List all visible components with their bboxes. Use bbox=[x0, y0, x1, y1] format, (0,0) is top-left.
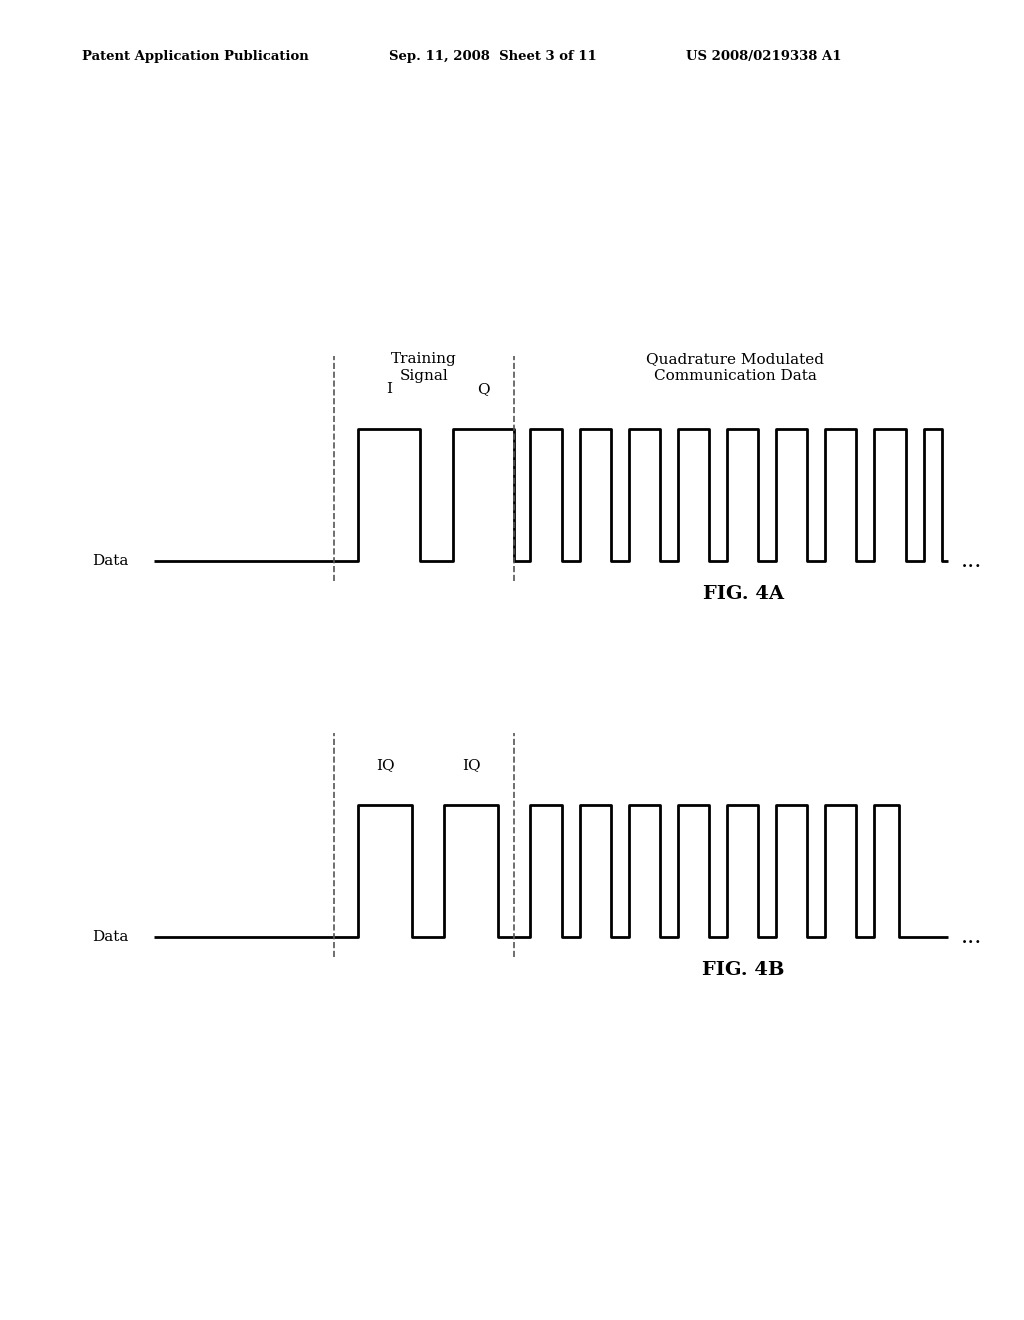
Text: FIG. 4B: FIG. 4B bbox=[702, 961, 784, 979]
Text: I: I bbox=[386, 381, 392, 396]
Text: ...: ... bbox=[961, 927, 982, 948]
Text: ...: ... bbox=[961, 550, 982, 572]
Text: Data: Data bbox=[92, 931, 129, 944]
Text: Patent Application Publication: Patent Application Publication bbox=[82, 50, 308, 63]
Text: US 2008/0219338 A1: US 2008/0219338 A1 bbox=[686, 50, 842, 63]
Text: IQ: IQ bbox=[462, 758, 480, 772]
Text: FIG. 4A: FIG. 4A bbox=[702, 585, 784, 603]
Text: Sep. 11, 2008  Sheet 3 of 11: Sep. 11, 2008 Sheet 3 of 11 bbox=[389, 50, 597, 63]
Text: Data: Data bbox=[92, 554, 129, 568]
Text: Training
Signal: Training Signal bbox=[391, 352, 457, 383]
Text: Q: Q bbox=[477, 381, 489, 396]
Text: IQ: IQ bbox=[376, 758, 394, 772]
Text: Quadrature Modulated
Communication Data: Quadrature Modulated Communication Data bbox=[646, 352, 824, 383]
